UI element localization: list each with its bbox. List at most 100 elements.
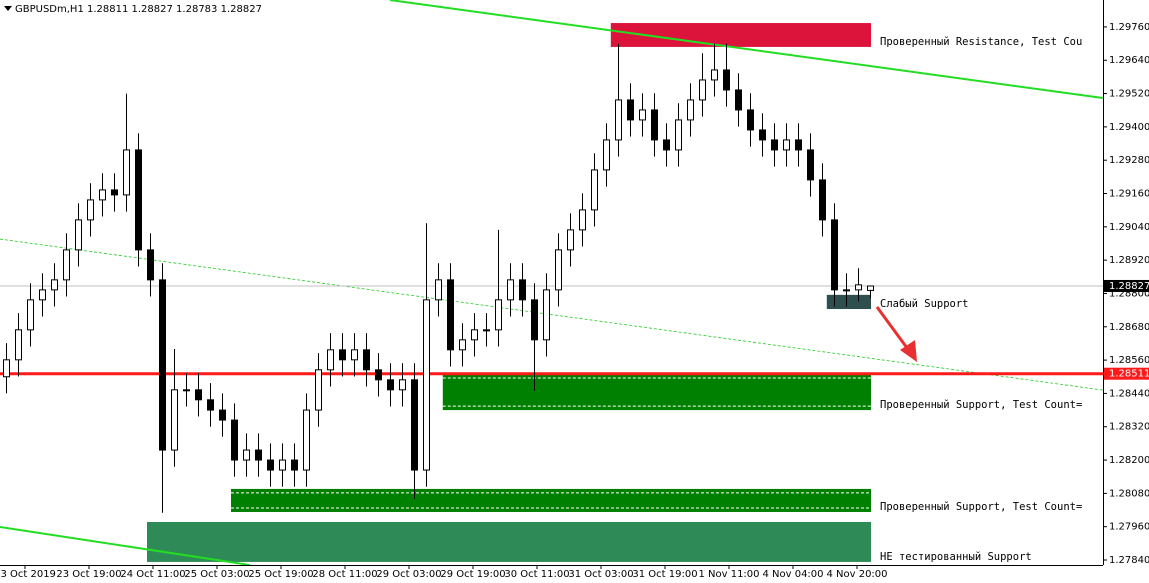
candle-body: [147, 249, 154, 281]
x-tick-label: 24 Oct 11:00: [120, 569, 185, 580]
zone-label: НЕ тестированный Support: [880, 551, 1032, 563]
trend-line: [0, 238, 1103, 391]
candle-body: [711, 69, 718, 81]
candle-body: [207, 399, 214, 411]
candle-body: [555, 249, 562, 291]
y-tick-label: 1.29760: [1109, 22, 1149, 33]
zone: [147, 521, 871, 562]
candle-body: [843, 289, 850, 292]
candle-body: [639, 109, 646, 121]
y-tick-label: 1.28320: [1109, 422, 1149, 433]
x-tick-label: 4 Nov 20:00: [826, 569, 887, 580]
candle-body: [531, 299, 538, 341]
candle-body: [543, 289, 550, 341]
candle-body: [579, 209, 586, 231]
candle-body: [3, 359, 10, 378]
candle-body: [387, 379, 394, 391]
candle-body: [687, 99, 694, 121]
menu-icon[interactable]: [4, 6, 12, 11]
candle-body: [867, 285, 874, 291]
candle-body: [471, 329, 478, 341]
zone: [610, 23, 871, 47]
candle-body: [771, 139, 778, 151]
candle-body: [795, 139, 802, 151]
candle-body: [99, 189, 106, 201]
y-tick-label: 1.29640: [1109, 55, 1149, 66]
candle-body: [75, 219, 82, 251]
candle-body: [51, 279, 58, 291]
x-tick-label: 23 Oct 2019: [0, 569, 56, 580]
trend-line: [389, 0, 1103, 99]
candle-body: [783, 139, 790, 151]
candle-body: [735, 89, 742, 111]
candle-body: [231, 419, 238, 461]
candle-body: [831, 219, 838, 291]
candle-body: [303, 409, 310, 471]
x-tick-label: 4 Nov 04:00: [762, 569, 823, 580]
candle-body: [651, 109, 658, 141]
y-tick-label: 1.28680: [1109, 322, 1149, 333]
candle-body: [603, 139, 610, 171]
zone-label: Проверенный Support, Test Count=: [880, 399, 1082, 411]
x-tick-label: 31 Oct 03:00: [568, 569, 633, 580]
candle-body: [423, 299, 430, 471]
candle-body: [123, 149, 130, 196]
candle-body: [159, 279, 166, 451]
x-tick-label: 29 Oct 03:00: [376, 569, 441, 580]
candle-body: [243, 449, 250, 461]
candle-body: [819, 179, 826, 221]
y-tick-label: 1.27960: [1109, 522, 1149, 533]
y-tick-label: 1.29160: [1109, 189, 1149, 200]
candle-body: [447, 279, 454, 351]
candle-body: [375, 369, 382, 381]
candle-body: [15, 329, 22, 361]
x-tick-label: 29 Oct 19:00: [440, 569, 505, 580]
candle-body: [723, 69, 730, 91]
chart-header: GBPUSDm,H1 1.28811 1.28827 1.28783 1.288…: [15, 4, 262, 15]
y-tick-label: 1.29520: [1109, 89, 1149, 100]
candle-body: [219, 409, 226, 421]
candle-body: [111, 189, 118, 196]
zone-label: Проверенный Resistance, Test Cou: [880, 36, 1082, 48]
y-tick-label: 1.27840: [1109, 555, 1149, 566]
candle-body: [483, 329, 490, 332]
candle-body: [807, 149, 814, 181]
y-tick-label: 1.29400: [1109, 122, 1149, 133]
candle-body: [459, 339, 466, 351]
trend-line: [0, 525, 250, 565]
zone: [826, 294, 871, 310]
y-tick-label: 1.28560: [1109, 355, 1149, 366]
plot-area: Проверенный Resistance, Test Cou Слабый S…: [0, 0, 1103, 565]
y-tick-label: 1.29040: [1109, 222, 1149, 233]
candle-body: [699, 79, 706, 101]
candle-body: [351, 349, 358, 361]
candle-body: [291, 459, 298, 471]
candle-body: [195, 389, 202, 401]
x-tick-label: 25 Oct 19:00: [248, 569, 313, 580]
y-tick-label: 1.28200: [1109, 455, 1149, 466]
y-tick-label: 1.28800: [1109, 288, 1149, 299]
y-tick-label: 1.28440: [1109, 388, 1149, 399]
candle-body: [399, 379, 406, 391]
zone: [231, 488, 871, 512]
candle-body: [759, 129, 766, 141]
candle-body: [411, 379, 418, 471]
x-tick-label: 30 Oct 11:00: [504, 569, 569, 580]
candle-body: [171, 389, 178, 451]
x-tick-label: 23 Oct 19:00: [56, 569, 121, 580]
candle-body: [255, 449, 262, 461]
y-tick-label: 1.28080: [1109, 488, 1149, 499]
candle-body: [675, 119, 682, 151]
x-tick-label: 1 Nov 11:00: [698, 569, 759, 580]
candle-body: [363, 349, 370, 371]
zone-label: Проверенный Support, Test Count=: [880, 501, 1082, 513]
candle-body: [63, 249, 70, 281]
candle-body: [339, 349, 346, 361]
level-label: 1.28511: [1109, 369, 1149, 380]
candle-body: [591, 169, 598, 211]
candle-body: [135, 149, 142, 251]
candle-body: [747, 109, 754, 131]
candle-body: [435, 279, 442, 301]
candle-body: [183, 389, 190, 392]
